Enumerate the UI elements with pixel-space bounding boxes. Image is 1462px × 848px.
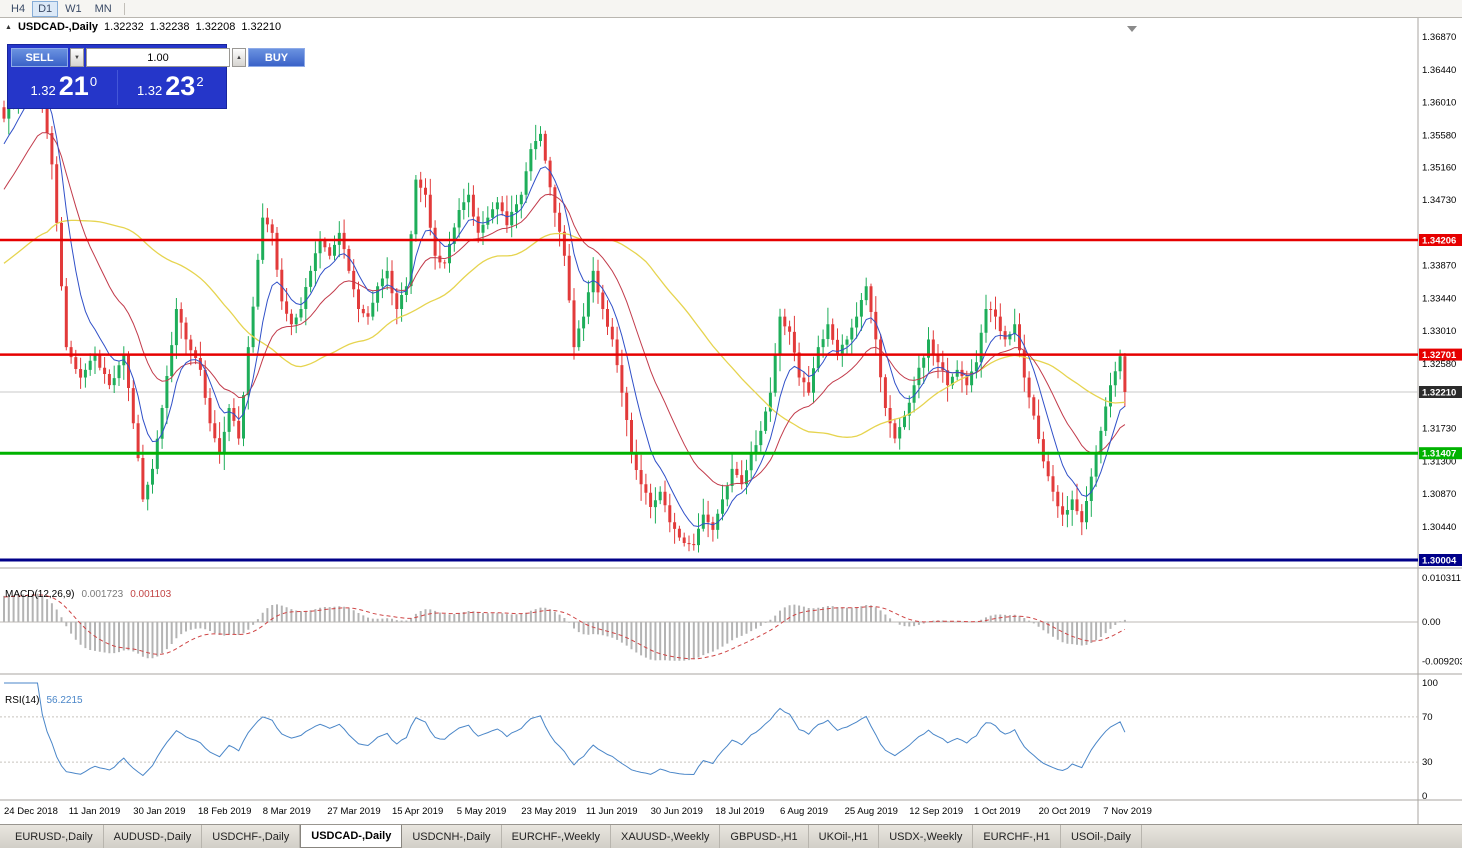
svg-text:1.32210: 1.32210 — [1422, 388, 1456, 399]
bid-prefix: 1.32 — [30, 83, 56, 98]
svg-text:1.33010: 1.33010 — [1422, 326, 1456, 337]
toolbar-separator — [123, 2, 125, 15]
svg-text:0.010311: 0.010311 — [1422, 573, 1461, 584]
bearish-candle-wicks — [3, 51, 1126, 552]
svg-text:23 May 2019: 23 May 2019 — [521, 806, 576, 817]
bid-pips: 21 — [58, 71, 89, 101]
svg-text:1.30870: 1.30870 — [1422, 489, 1456, 500]
rsi-line — [4, 682, 1126, 777]
svg-text:1.33870: 1.33870 — [1422, 261, 1456, 272]
chart-tab-ukoil-h1[interactable]: UKOil-,H1 — [809, 825, 880, 848]
bid-price-display[interactable]: 1.32 21 0 — [11, 70, 117, 105]
svg-text:8 Mar 2019: 8 Mar 2019 — [263, 806, 311, 817]
svg-text:1.31407: 1.31407 — [1422, 449, 1456, 460]
chart-tab-audusd-daily[interactable]: AUDUSD-,Daily — [104, 825, 203, 848]
pane-separators — [0, 18, 1462, 824]
timeframe-button-d1[interactable]: D1 — [32, 0, 59, 17]
bid-pipette: 0 — [89, 74, 98, 89]
svg-text:7 Nov 2019: 7 Nov 2019 — [1103, 806, 1152, 817]
svg-text:1.36010: 1.36010 — [1422, 98, 1456, 109]
svg-text:25 Aug 2019: 25 Aug 2019 — [845, 806, 898, 817]
svg-text:1.34206: 1.34206 — [1422, 236, 1456, 247]
ma-slow-line — [3, 219, 1125, 438]
chart-tab-usdx-weekly[interactable]: USDX-,Weekly — [879, 825, 974, 848]
volume-increase-button[interactable]: ▲ — [232, 48, 246, 67]
svg-text:1.30004: 1.30004 — [1422, 556, 1457, 567]
chart-tab-eurusd-daily[interactable]: EURUSD-,Daily — [5, 825, 104, 848]
volume-input[interactable] — [86, 48, 230, 67]
svg-text:1.32701: 1.32701 — [1422, 350, 1457, 361]
svg-text:1.31300: 1.31300 — [1422, 456, 1456, 467]
main-price-pane — [0, 26, 1418, 562]
chart-tab-usdcnh-daily[interactable]: USDCNH-,Daily — [402, 825, 502, 848]
svg-text:5 May 2019: 5 May 2019 — [457, 806, 507, 817]
ma-mid-line — [3, 132, 1126, 487]
price-axis: 1.36870 1.36440 1.36010 1.35580 1.35160 1.347… — [1419, 32, 1462, 567]
svg-text:11 Jun 2019: 11 Jun 2019 — [586, 806, 638, 817]
bullish-candle-wicks — [8, 48, 1121, 553]
svg-text:0: 0 — [1422, 791, 1427, 802]
macd-signal-line — [3, 594, 1126, 660]
svg-text:24 Dec 2018: 24 Dec 2018 — [4, 806, 58, 817]
chart-tab-eurchf-h1[interactable]: EURCHF-,H1 — [973, 825, 1061, 848]
volume-decrease-button[interactable]: ▼ — [70, 48, 84, 67]
svg-text:1.33440: 1.33440 — [1422, 293, 1456, 304]
svg-text:18 Feb 2019: 18 Feb 2019 — [198, 806, 251, 817]
svg-text:30 Jun 2019: 30 Jun 2019 — [651, 806, 703, 817]
one-click-trading-panel: SELL ▼ ▲ BUY 1.32210 1.32232 — [7, 44, 305, 109]
svg-text:30 Jan 2019: 30 Jan 2019 — [133, 806, 185, 817]
svg-text:70: 70 — [1422, 712, 1433, 723]
svg-text:20 Oct 2019: 20 Oct 2019 — [1039, 806, 1091, 817]
timeframe-button-h4[interactable]: H4 — [5, 1, 31, 17]
date-axis: 24 Dec 2018 11 Jan 2019 30 Jan 2019 18 Feb … — [4, 806, 1152, 817]
svg-text:1.31730: 1.31730 — [1422, 424, 1456, 435]
svg-text:1.36440: 1.36440 — [1422, 65, 1456, 76]
svg-text:1.35160: 1.35160 — [1422, 162, 1456, 173]
buy-button[interactable]: BUY — [248, 48, 305, 67]
svg-text:30: 30 — [1422, 757, 1433, 768]
svg-text:1.34730: 1.34730 — [1422, 195, 1456, 206]
ma-fast-line — [3, 86, 1126, 528]
chart-tabs-bar: EURUSD-,Daily AUDUSD-,Daily USDCHF-,Daily U… — [0, 824, 1462, 848]
svg-text:6 Aug 2019: 6 Aug 2019 — [780, 806, 828, 817]
chart-tab-xauusd-weekly[interactable]: XAUUSD-,Weekly — [611, 825, 721, 848]
chart-tab-gbpusd-h1[interactable]: GBPUSD-,H1 — [720, 825, 809, 848]
svg-text:1.35580: 1.35580 — [1422, 130, 1456, 141]
ask-price-display[interactable]: 1.32 23 2 — [116, 70, 223, 105]
rsi-pane: 100 70 30 0 — [0, 678, 1438, 802]
svg-text:15 Apr 2019: 15 Apr 2019 — [392, 806, 443, 817]
chart-area: 0.010311 0.00 -0.009203 100 70 30 0 1.36870 1.36… — [0, 18, 1462, 824]
chart-tab-usdchf-daily[interactable]: USDCHF-,Daily — [202, 825, 301, 848]
timeframe-button-mn[interactable]: MN — [89, 1, 118, 17]
svg-text:11 Jan 2019: 11 Jan 2019 — [69, 806, 121, 817]
ask-pipette: 2 — [196, 74, 204, 89]
svg-text:0.00: 0.00 — [1422, 617, 1441, 628]
sell-button[interactable]: SELL — [11, 48, 68, 67]
svg-text:-0.009203: -0.009203 — [1422, 656, 1462, 667]
svg-text:18 Jul 2019: 18 Jul 2019 — [715, 806, 764, 817]
ask-prefix: 1.32 — [136, 83, 163, 98]
chart-tab-usdcad-daily[interactable]: USDCAD-,Daily — [300, 825, 403, 848]
bullish-candle-bodies — [7, 61, 1122, 546]
svg-text:1.36870: 1.36870 — [1422, 32, 1456, 43]
timeframe-button-w1[interactable]: W1 — [59, 1, 88, 17]
svg-text:12 Sep 2019: 12 Sep 2019 — [909, 806, 963, 817]
price-chart-canvas[interactable]: 0.0103110.00-0.009203100703001.368701.36… — [0, 18, 1462, 824]
chart-shift-marker-icon[interactable] — [1127, 26, 1137, 32]
chart-tab-eurchf-weekly[interactable]: EURCHF-,Weekly — [502, 825, 611, 848]
svg-text:1 Oct 2019: 1 Oct 2019 — [974, 806, 1020, 817]
bearish-candle-bodies — [2, 61, 1127, 546]
svg-text:1.30440: 1.30440 — [1422, 522, 1456, 533]
ask-pips: 23 — [165, 71, 196, 101]
svg-text:27 Mar 2019: 27 Mar 2019 — [327, 806, 380, 817]
svg-text:100: 100 — [1422, 678, 1438, 689]
timeframe-toolbar: H4 D1 W1 MN — [0, 0, 1462, 18]
svg-text:1.32580: 1.32580 — [1422, 359, 1456, 370]
macd-histogram — [3, 593, 1126, 661]
macd-pane: 0.010311 0.00 -0.009203 — [0, 573, 1462, 667]
chart-tab-usoil-daily[interactable]: USOil-,Daily — [1061, 825, 1142, 848]
